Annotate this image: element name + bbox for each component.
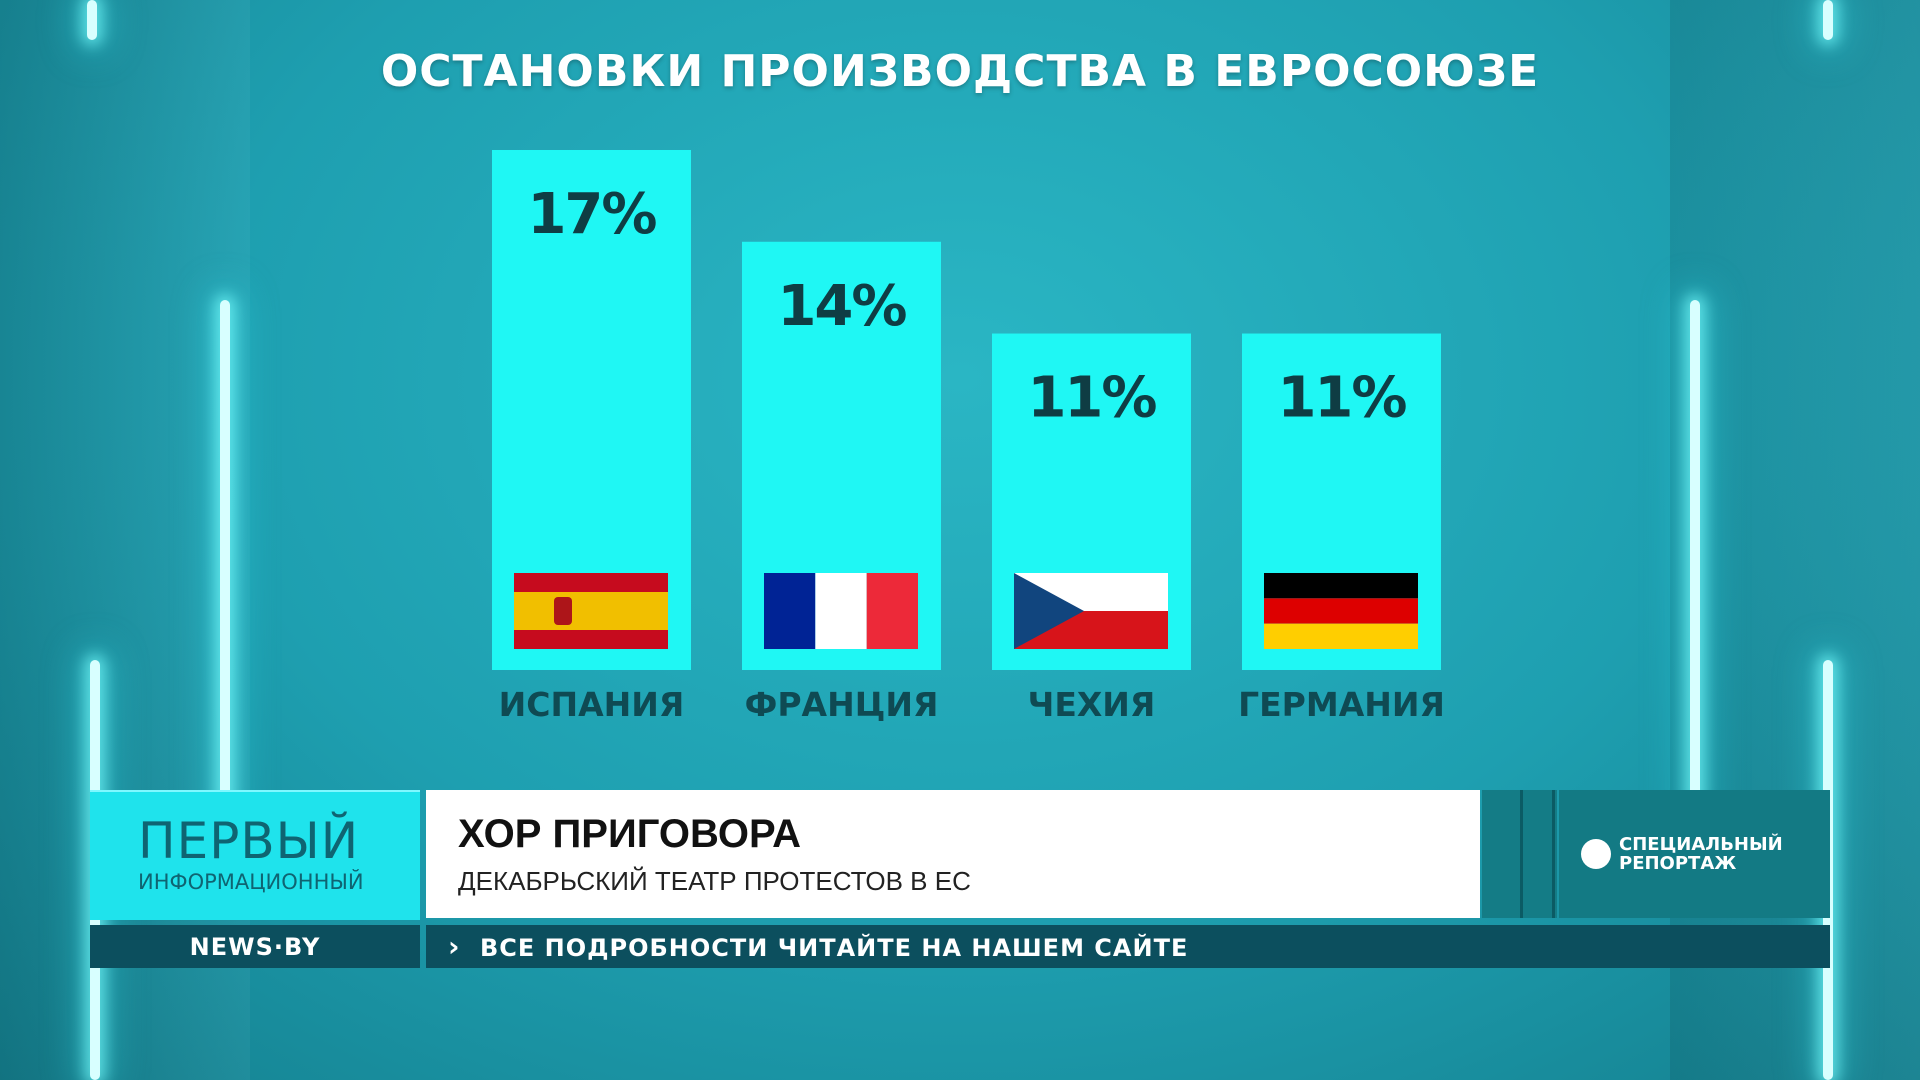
bar-chart: 17% ИСПАНИЯ 14% ФРАНЦИЯ 11% ЧЕХИЯ 11% ГЕРМАНИЯ — [492, 150, 1445, 724]
flag-stripe — [764, 573, 816, 649]
light-strip — [1823, 0, 1833, 40]
bar-group: 17% ИСПАНИЯ — [492, 150, 691, 724]
value-label: 11% — [1277, 366, 1406, 431]
flag-spain-icon — [514, 573, 668, 649]
flag-triangle — [1014, 573, 1084, 649]
flag-stripe — [815, 573, 867, 649]
flag-france-icon — [764, 573, 918, 649]
logo-main-text: ПЕРВЫЙ — [138, 812, 360, 870]
category-label: ФРАНЦИЯ — [745, 685, 939, 724]
flag-czechia-icon — [1014, 573, 1168, 649]
category-label: ИСПАНИЯ — [499, 685, 685, 724]
bar-group: 11% ГЕРМАНИЯ — [1238, 333, 1445, 724]
special-report-label: СПЕЦИАЛЬНЫЙ РЕПОРТАЖ — [1619, 835, 1783, 873]
flag-stripe — [866, 573, 918, 649]
chart-title: ОСТАНОВКИ ПРОИЗВОДСТВА В ЕВРОСОЮЗЕ — [380, 46, 1540, 97]
flag-stripe — [1264, 623, 1418, 649]
ticker-site-label: NEWS·BY — [189, 933, 321, 961]
chevron-right-icon: › — [448, 930, 460, 963]
logo-sub-text: ИНФОРМАЦИОННЫЙ — [138, 870, 364, 894]
value-label: 17% — [527, 182, 656, 247]
ticker-site-panel: NEWS·BY — [90, 925, 420, 968]
stripe-divider — [1520, 790, 1523, 918]
decorative-stripes — [1482, 790, 1557, 918]
light-strip — [220, 300, 230, 820]
special-report-badge: СПЕЦИАЛЬНЫЙ РЕПОРТАЖ — [1559, 790, 1830, 918]
coat-of-arms-icon — [554, 597, 572, 625]
ticker-panel: › ВСЕ ПОДРОБНОСТИ ЧИТАЙТЕ НА НАШЕМ САЙТЕ — [426, 925, 1830, 968]
stripe-divider — [1552, 790, 1555, 918]
special-report-line1: СПЕЦИАЛЬНЫЙ — [1619, 834, 1783, 855]
bar-group: 11% ЧЕХИЯ — [992, 333, 1191, 724]
value-label: 14% — [777, 274, 906, 339]
category-label: ЧЕХИЯ — [1028, 685, 1156, 724]
special-report-line2: РЕПОРТАЖ — [1619, 853, 1737, 874]
headline-title: ХОР ПРИГОВОРА — [458, 812, 802, 856]
light-strip — [1690, 300, 1700, 820]
category-label: ГЕРМАНИЯ — [1238, 685, 1445, 724]
flag-stripe — [1264, 573, 1418, 599]
bar-group: 14% ФРАНЦИЯ — [742, 241, 941, 724]
ticker-text: ВСЕ ПОДРОБНОСТИ ЧИТАЙТЕ НА НАШЕМ САЙТЕ — [480, 934, 1189, 962]
flag-stripe — [514, 592, 668, 630]
record-dot-icon — [1581, 839, 1611, 869]
light-strip — [87, 0, 97, 40]
headline-subtitle: ДЕКАБРЬСКИЙ ТЕАТР ПРОТЕСТОВ В ЕС — [458, 866, 971, 896]
value-label: 11% — [1027, 366, 1156, 431]
channel-logo: ПЕРВЫЙ ИНФОРМАЦИОННЫЙ — [90, 790, 420, 920]
headline-panel: ХОР ПРИГОВОРА ДЕКАБРЬСКИЙ ТЕАТР ПРОТЕСТО… — [426, 790, 1480, 918]
flag-germany-icon — [1264, 573, 1418, 649]
flag-stripe — [1264, 598, 1418, 624]
